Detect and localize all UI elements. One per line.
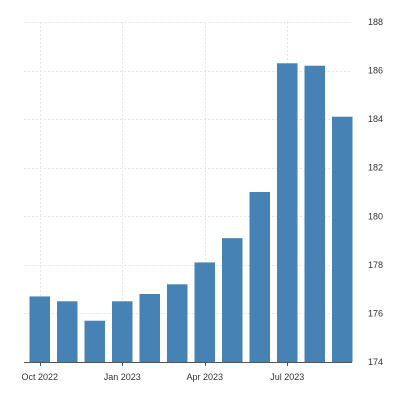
bar [249, 192, 270, 362]
x-tick-label: Jan 2023 [104, 372, 141, 382]
y-tick-label: 174 [368, 357, 383, 367]
x-tick-label: Jul 2023 [270, 372, 304, 382]
y-tick-label: 188 [368, 17, 383, 27]
bar [222, 238, 243, 362]
bar [84, 320, 105, 362]
bar [304, 65, 325, 362]
bars [29, 63, 353, 363]
bar [29, 296, 50, 362]
bar [332, 116, 353, 362]
bar [194, 262, 215, 362]
bar [112, 301, 133, 362]
x-tick-labels: Oct 2022 Jan 2023 Apr 2023 Jul 2023 [21, 372, 304, 382]
y-tick-label: 186 [368, 66, 383, 76]
bar [277, 63, 298, 363]
y-tick-label: 178 [368, 260, 383, 270]
y-tick-label: 182 [368, 163, 383, 173]
bar [167, 284, 188, 362]
y-tick-label: 176 [368, 308, 383, 318]
bar [139, 294, 160, 362]
y-tick-label: 180 [368, 211, 383, 221]
x-tick-label: Oct 2022 [21, 372, 58, 382]
y-tick-label: 184 [368, 114, 383, 124]
y-tick-labels: 174 176 178 180 182 184 186 188 [368, 17, 383, 367]
axes [24, 362, 352, 366]
x-tick-label: Apr 2023 [186, 372, 223, 382]
bar [57, 301, 78, 362]
